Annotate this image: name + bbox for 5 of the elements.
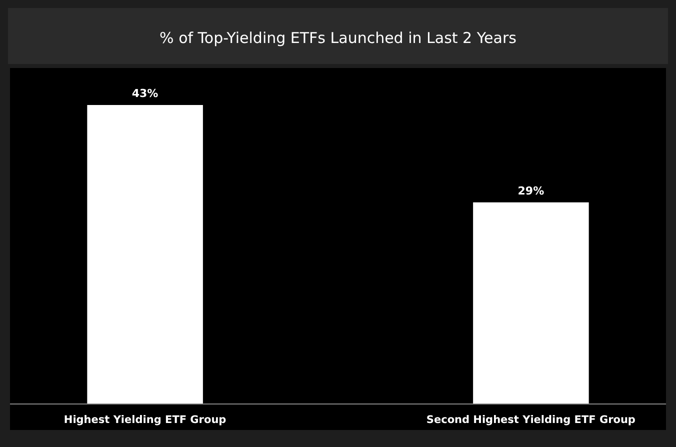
x-tick-label: Second Highest Yielding ETF Group bbox=[426, 414, 636, 426]
data-label: 43% bbox=[132, 87, 158, 100]
chart-title: % of Top-Yielding ETFs Launched in Last 2 Years bbox=[160, 29, 517, 47]
data-label: 29% bbox=[518, 184, 544, 198]
x-tick-label: Highest Yielding ETF Group bbox=[64, 414, 227, 426]
